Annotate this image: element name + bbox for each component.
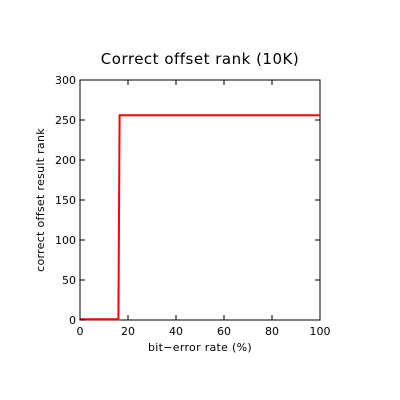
y-axis-ticks: 0 50 100 150 200 250 300 bbox=[55, 74, 320, 327]
chart-title: Correct offset rank (10K) bbox=[101, 50, 299, 68]
y-tick-label: 300 bbox=[55, 74, 76, 87]
series-line bbox=[80, 114, 320, 321]
x-tick-label: 40 bbox=[169, 325, 183, 338]
plot-area: 0 20 40 60 80 100 0 50 100 150 200 250 300 bbox=[55, 74, 331, 338]
y-tick-label: 100 bbox=[55, 234, 76, 247]
y-tick-label: 200 bbox=[55, 154, 76, 167]
y-tick-label: 250 bbox=[55, 114, 76, 127]
x-tick-label: 80 bbox=[265, 325, 279, 338]
x-axis-label: bit−error rate (%) bbox=[148, 341, 252, 354]
x-tick-label: 60 bbox=[217, 325, 231, 338]
x-tick-label: 100 bbox=[310, 325, 331, 338]
y-tick-label: 50 bbox=[62, 274, 76, 287]
y-axis-label: correct offset result rank bbox=[34, 128, 47, 272]
y-tick-label: 0 bbox=[69, 314, 76, 327]
y-tick-label: 150 bbox=[55, 194, 76, 207]
x-tick-label: 0 bbox=[77, 325, 84, 338]
x-tick-label: 20 bbox=[121, 325, 135, 338]
x-axis-ticks: 0 20 40 60 80 100 bbox=[77, 80, 331, 338]
series-layer bbox=[80, 114, 320, 321]
